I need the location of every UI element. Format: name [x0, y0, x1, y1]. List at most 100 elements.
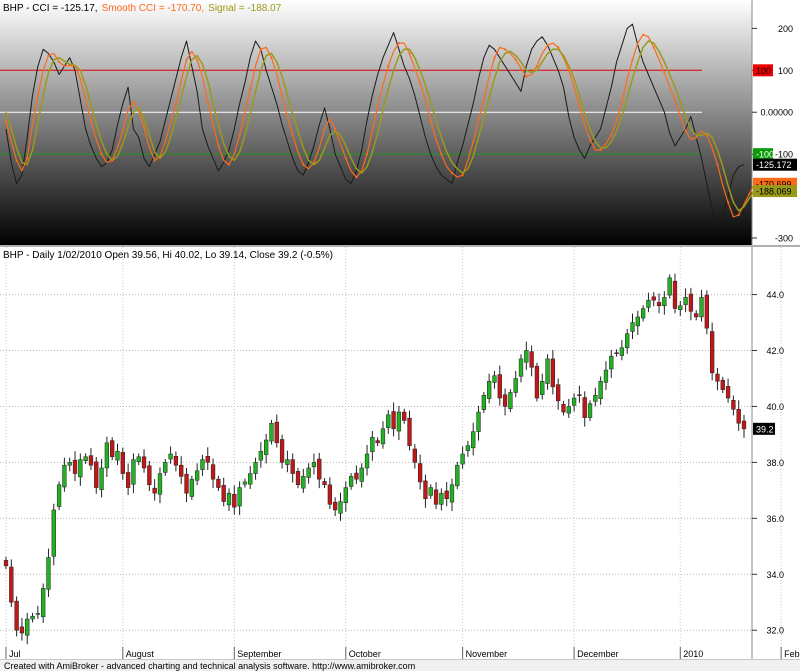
candle-body — [433, 489, 439, 505]
candle-body — [189, 478, 194, 497]
candle-body — [699, 297, 704, 318]
price-y-tick-label: 32.0 — [766, 626, 784, 636]
candle-body — [444, 490, 449, 500]
x-axis-label: August — [126, 649, 155, 659]
candle-body — [709, 331, 715, 374]
cci-smooth-point — [121, 129, 124, 133]
candle-body — [348, 476, 354, 487]
cci-smooth-point — [36, 94, 39, 97]
candle-body — [481, 395, 486, 411]
candle-body — [640, 308, 646, 319]
candle-body — [311, 462, 317, 468]
cci-smooth-point — [153, 159, 156, 162]
candle-body — [487, 381, 492, 399]
cci-smooth-point — [546, 44, 549, 47]
candle-body — [168, 453, 173, 460]
candle-body — [306, 467, 311, 478]
candle-body — [571, 397, 577, 406]
x-axis-label: December — [577, 649, 619, 659]
candle-body — [46, 557, 51, 590]
candle-body — [545, 358, 550, 384]
candle-body — [269, 422, 274, 442]
candle-body — [662, 297, 667, 307]
candle-body — [423, 480, 428, 500]
candle-body — [221, 485, 226, 502]
cci-smooth-point — [695, 136, 698, 139]
cci-smooth-point — [68, 64, 71, 67]
candle-body — [396, 411, 402, 432]
candle-body — [62, 464, 67, 488]
cci-smooth-point — [206, 100, 209, 103]
candle-body — [25, 618, 30, 636]
candle-body — [78, 459, 83, 478]
candle-body — [672, 280, 678, 309]
candle-body — [141, 456, 147, 469]
candle-body — [513, 378, 518, 393]
candle-body — [725, 386, 731, 399]
cci-smooth-point — [525, 75, 528, 78]
candle-body — [375, 440, 380, 444]
candle-body — [417, 463, 423, 483]
cci-legend: BHP - CCI = -125.17, Smooth CCI = -170.70… — [3, 3, 282, 14]
footer-credit: Created with AmiBroker - advanced charti… — [0, 659, 800, 671]
cci-y-tick-label: 0.00000 — [760, 108, 793, 118]
x-axis-label: 2010 — [683, 649, 703, 659]
candle-body — [232, 494, 237, 508]
cci-y-tick-label: -100 — [775, 150, 793, 160]
candle-body — [439, 492, 444, 505]
cci-smooth-point — [15, 159, 18, 162]
cci-level-tag: -100 — [756, 150, 774, 160]
candle-body — [210, 464, 216, 480]
price-y-tick-label: 40.0 — [766, 402, 784, 412]
x-axis-label: February — [784, 649, 800, 659]
cci-series-signal — [5, 40, 756, 212]
candle-body — [354, 472, 359, 480]
price-y-tick-label: 38.0 — [766, 458, 784, 468]
candle-body — [566, 406, 571, 414]
candle-body — [667, 277, 672, 296]
cci-smooth-point — [503, 48, 507, 51]
cci-smooth-point — [312, 161, 316, 164]
candle-body — [147, 465, 152, 486]
candle-body — [646, 299, 651, 308]
candle-body — [242, 481, 248, 485]
candle-body — [540, 381, 545, 395]
cci-value-badge-label: -188.069 — [756, 187, 792, 197]
candle-body — [184, 473, 189, 494]
cci-smooth-point — [482, 98, 485, 101]
candle-body — [550, 358, 556, 388]
candle-body — [694, 313, 699, 318]
candle-body — [391, 411, 396, 430]
cci-level-tag: 100 — [756, 66, 771, 76]
cci-y-tick-label: -300 — [775, 234, 793, 244]
cci-legend-item: Signal = -188.07 — [208, 3, 282, 14]
cci-smooth-point — [344, 157, 347, 160]
cci-axis-background — [752, 0, 800, 245]
cci-smooth-point — [4, 119, 8, 122]
candle-body — [407, 417, 412, 446]
cci-smooth-point — [89, 119, 93, 122]
candle-body — [120, 452, 125, 474]
x-axis-label: November — [466, 649, 508, 659]
cci-smooth-point — [610, 134, 613, 137]
cci-smooth-point — [557, 46, 560, 49]
candle-body — [502, 394, 508, 407]
price-title: BHP - Daily 1/02/2010 Open 39.56, Hi 40.… — [3, 250, 333, 261]
candle-body — [295, 471, 301, 486]
cci-y-tick-label: 200 — [778, 24, 793, 34]
candle-body — [619, 347, 625, 356]
candle-body — [200, 459, 205, 470]
cci-smooth-point — [376, 104, 379, 108]
price-y-tick-label: 34.0 — [766, 570, 784, 580]
candle-body — [179, 464, 184, 477]
cci-smooth-point — [620, 100, 623, 103]
cci-smooth-point — [185, 58, 188, 61]
candle-body — [131, 459, 136, 485]
candle-body — [205, 455, 210, 463]
candle-body — [338, 501, 343, 514]
cci-smooth-point — [419, 81, 422, 84]
candle-body — [237, 487, 242, 507]
candle-body — [226, 492, 232, 506]
candle-body — [279, 439, 285, 463]
candle-body — [317, 458, 322, 480]
